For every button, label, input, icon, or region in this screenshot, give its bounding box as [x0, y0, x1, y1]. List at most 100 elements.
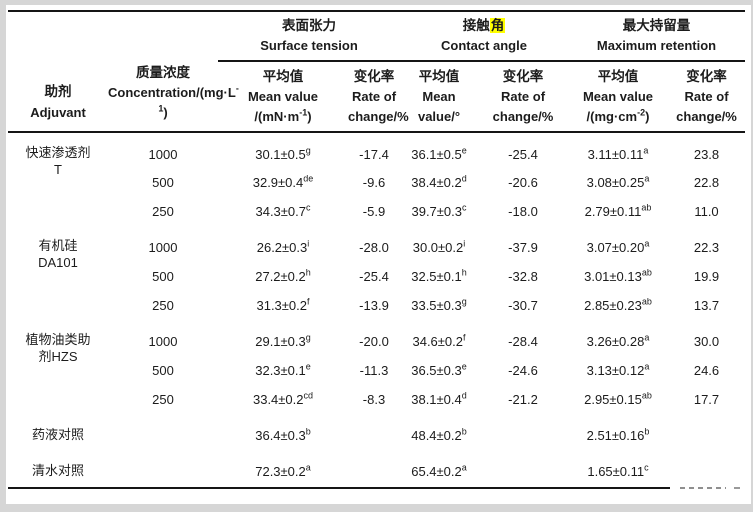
concentration-cell	[108, 450, 218, 486]
header-concentration: 质量浓度 Concentration/(mg·L-1)	[108, 11, 239, 133]
group-header-row: 助剂 Adjuvant 质量浓度 Concentration/(mg·L-1) …	[8, 11, 745, 133]
subheader-mr-mean: 平均值 Mean value /(mg·cm-2)	[568, 61, 668, 133]
group-max-retention-en: Maximum retention	[596, 38, 717, 54]
contact-angle-rate-cell: -24.6	[508, 363, 538, 378]
concentration-cell: 1000	[148, 240, 178, 255]
retention-rate-cell: 23.8	[693, 146, 720, 162]
surface-tension-mean-cell: 30.1±0.5g	[255, 145, 311, 162]
retention-mean-cell: 2.95±0.15ab	[584, 390, 652, 407]
contact-angle-mean-cell: 36.1±0.5e	[411, 145, 467, 162]
results-table: 助剂 Adjuvant 质量浓度 Concentration/(mg·L-1) …	[8, 10, 745, 486]
table-bottom-rule	[8, 486, 751, 490]
subheader-en: Rate of	[500, 89, 546, 105]
retention-rate-cell	[668, 414, 745, 450]
rule-solid-segment	[8, 487, 670, 489]
retention-rate-cell: 22.8	[693, 175, 720, 190]
surface-tension-rate-cell: -5.9	[362, 204, 386, 219]
table-row: 植物油类助 剂HZS 1000 29.1±0.3g -20.0 34.6±0.2f -28.…	[8, 320, 745, 364]
sub-header-row: 平均值 Mean value /(mN·m-1) 变化率 Rate of cha…	[8, 61, 745, 133]
contact-angle-rate-cell: -21.2	[508, 392, 538, 407]
contact-angle-mean-cell: 34.6±0.2f	[412, 332, 466, 349]
group-contact-angle-zh: 接触角	[400, 16, 568, 36]
header-concentration-en: Concentration/(mg·L-1)	[108, 83, 239, 120]
retention-rate-cell: 19.9	[693, 269, 720, 284]
paper-page: 助剂 Adjuvant 质量浓度 Concentration/(mg·L-1) …	[6, 5, 751, 504]
subheader-en: Mean value	[582, 89, 654, 105]
subheader-mr-rate: 变化率 Rate of change/%	[668, 61, 745, 133]
contact-angle-mean-cell: 32.5±0.1h	[411, 267, 467, 284]
surface-tension-mean-cell: 26.2±0.3i	[256, 238, 310, 255]
table-row: 250 33.4±0.2cd -8.3 38.1±0.4d -21.2 2.95±0.15…	[8, 385, 745, 414]
group-max-retention-zh: 最大持留量	[622, 18, 691, 34]
subheader-en: Mean value	[247, 89, 319, 105]
adjuvant-cell: 有机硅 DA101	[38, 238, 78, 270]
subheader-zh: 变化率	[353, 68, 395, 84]
subheader-zh: 平均值	[262, 68, 304, 84]
subheader-ca-mean: 平均值 Mean value/°	[400, 61, 478, 133]
header-adjuvant-zh: 助剂	[44, 84, 72, 100]
subheader-unit: value/°	[417, 108, 461, 124]
surface-tension-mean-cell: 27.2±0.2h	[255, 267, 311, 284]
concentration-cell: 1000	[148, 334, 178, 349]
contact-angle-rate-cell: -25.4	[508, 146, 538, 162]
concentration-cell: 1000	[148, 146, 178, 162]
subheader-unit: change/%	[492, 108, 554, 124]
contact-angle-mean-cell: 30.0±0.2i	[412, 238, 466, 255]
subheader-st-rate: 变化率 Rate of change/%	[348, 61, 409, 133]
subheader-en: Mean	[422, 89, 456, 105]
contact-angle-mean-cell: 48.4±0.2b	[411, 426, 467, 443]
retention-rate-cell: 13.7	[693, 298, 720, 313]
rule-dot-segment	[734, 487, 740, 489]
retention-rate-cell: 30.0	[693, 334, 720, 349]
retention-rate-cell	[668, 450, 745, 486]
retention-mean-cell: 3.11±0.11a	[587, 145, 649, 162]
header-concentration-zh: 质量浓度	[136, 64, 190, 80]
surface-tension-rate-cell	[348, 414, 400, 450]
contact-angle-mean-cell: 39.7±0.3c	[411, 202, 467, 219]
contact-angle-mean-cell: 38.1±0.4d	[411, 390, 467, 407]
contact-angle-rate-cell: -30.7	[508, 298, 538, 313]
contact-angle-rate-cell: -28.4	[508, 334, 538, 349]
subheader-en: Rate of	[351, 89, 397, 105]
group-surface-tension-en: Surface tension	[260, 38, 358, 54]
surface-tension-mean-cell: 72.3±0.2a	[255, 462, 311, 479]
contact-angle-rate-cell: -20.6	[508, 175, 538, 190]
concentration-cell: 500	[152, 175, 174, 190]
surface-tension-rate-cell: -9.6	[362, 175, 386, 190]
table-row: 500 32.3±0.1e -11.3 36.5±0.3e -24.6 3.13±0.12…	[8, 356, 745, 385]
surface-tension-rate-cell: -25.4	[359, 269, 389, 284]
adjuvant-cell: 快速渗透剂 T	[25, 145, 91, 177]
concentration-cell: 500	[152, 363, 174, 378]
surface-tension-rate-cell: -28.0	[359, 240, 389, 255]
header-adjuvant: 助剂 Adjuvant	[8, 11, 108, 133]
group-contact-angle-en: Contact angle	[441, 38, 527, 54]
retention-mean-cell: 3.13±0.12a	[586, 361, 650, 378]
surface-tension-mean-cell: 34.3±0.7c	[255, 202, 311, 219]
subheader-unit: change/%	[676, 108, 737, 124]
surface-tension-rate-cell: -20.0	[359, 334, 389, 349]
table-row: 500 32.9±0.4de -9.6 38.4±0.2d -20.6 3.08±0.25…	[8, 168, 745, 197]
contact-angle-text: 接触	[462, 18, 490, 34]
adjuvant-cell: 药液对照	[31, 427, 84, 443]
contact-angle-rate-cell	[478, 450, 568, 486]
subheader-zh: 平均值	[597, 68, 639, 84]
table-body: 快速渗透剂 T 1000 30.1±0.5g -17.4 36.1±0.5e -25.4 3.…	[8, 132, 745, 486]
subheader-zh: 变化率	[686, 68, 727, 84]
table-row: 有机硅 DA101 1000 26.2±0.3i -28.0 30.0±0.2i -37.9…	[8, 226, 745, 270]
rule-dashed-segment	[680, 487, 726, 489]
table-row: 250 34.3±0.7c -5.9 39.7±0.3c -18.0 2.79±0.11a…	[8, 197, 745, 226]
retention-rate-cell: 24.6	[693, 363, 720, 378]
retention-mean-cell: 2.85±0.23ab	[584, 296, 652, 313]
retention-mean-cell: 1.65±0.11c	[587, 462, 649, 479]
retention-rate-cell: 17.7	[693, 392, 720, 407]
table-row: 清水对照 72.3±0.2a 65.4±0.2a 1.65±0.11c	[8, 450, 745, 486]
surface-tension-mean-cell: 36.4±0.3b	[255, 426, 311, 443]
surface-tension-mean-cell: 32.3±0.1e	[255, 361, 311, 378]
surface-tension-rate-cell: -11.3	[359, 363, 389, 378]
concentration-cell: 250	[152, 298, 174, 313]
retention-mean-cell: 3.01±0.13ab	[584, 267, 652, 284]
subheader-ca-rate: 变化率 Rate of change/%	[478, 61, 568, 133]
retention-rate-cell: 22.3	[693, 240, 720, 255]
subheader-unit: change/%	[348, 108, 409, 124]
group-header-contact-angle: 接触角 Contact angle	[400, 11, 568, 62]
